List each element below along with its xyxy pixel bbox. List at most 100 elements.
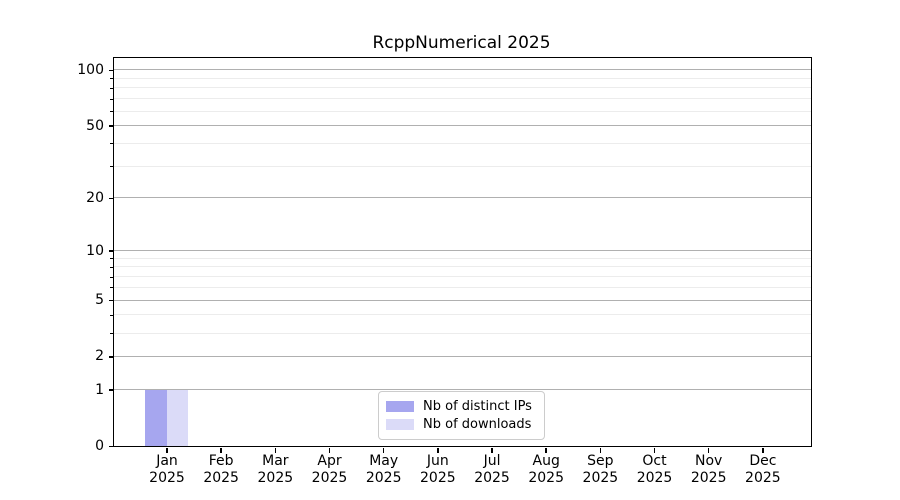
x-tick-year: 2025	[582, 470, 619, 486]
y-axis-minor-tick	[110, 166, 113, 168]
x-tick-label: Jun 2025	[406, 453, 470, 487]
x-tick-year: 2025	[149, 470, 185, 486]
x-tick-label: Aug 2025	[514, 453, 578, 487]
y-axis-minor-tick	[110, 98, 113, 100]
y-axis-minor-tick	[110, 333, 113, 335]
x-tick-month: Feb	[208, 453, 234, 469]
x-tick-label: Mar 2025	[243, 453, 307, 487]
gridline-minor	[114, 87, 811, 89]
y-axis-tick	[108, 299, 113, 302]
x-tick-label: Jan 2025	[135, 453, 199, 487]
gridline-minor	[114, 314, 811, 316]
y-tick-label: 10	[86, 242, 104, 259]
y-axis-minor-tick	[110, 287, 113, 289]
x-tick-month: Mar	[262, 453, 289, 469]
y-axis-tick	[108, 389, 113, 391]
x-tick-label: Sep 2025	[568, 453, 632, 487]
plot-area	[113, 57, 812, 447]
gridline-minor	[114, 110, 811, 112]
x-axis-tick	[328, 448, 331, 453]
gridline-major	[114, 299, 811, 301]
x-tick-month: Jun	[426, 453, 449, 469]
x-tick-year: 2025	[365, 470, 402, 486]
x-axis-tick	[382, 448, 385, 453]
x-tick-label: Jul 2025	[460, 453, 524, 487]
x-tick-year: 2025	[474, 470, 510, 486]
x-tick-month: Jan	[156, 453, 178, 469]
chart-title: RcppNumerical 2025	[372, 33, 551, 53]
x-tick-month: Dec	[749, 453, 777, 469]
x-tick-year: 2025	[311, 470, 348, 486]
x-tick-label: May 2025	[352, 453, 416, 487]
y-axis-tick	[108, 69, 113, 72]
x-axis-tick	[437, 448, 439, 453]
gridline-major	[114, 389, 811, 391]
x-axis-tick	[274, 448, 277, 453]
x-tick-year: 2025	[528, 470, 564, 486]
x-tick-label: Dec 2025	[731, 453, 795, 487]
y-axis-tick	[108, 250, 113, 252]
legend-label-downloads: Nb of downloads	[423, 417, 532, 432]
x-tick-month: Aug	[532, 453, 560, 469]
y-axis-minor-tick	[110, 78, 113, 80]
x-tick-month: May	[369, 453, 399, 469]
gridline-minor	[114, 286, 811, 288]
y-axis-minor-tick	[110, 276, 113, 278]
x-axis-tick	[545, 448, 547, 453]
y-tick-label: 2	[95, 348, 104, 365]
x-tick-month: Jul	[483, 453, 501, 469]
x-tick-label: Oct 2025	[623, 453, 687, 487]
bar-distinct-ips	[145, 389, 167, 446]
x-tick-year: 2025	[745, 470, 781, 486]
bar-downloads	[166, 389, 188, 446]
gridline-major	[114, 197, 811, 199]
x-tick-label: Nov 2025	[677, 453, 741, 487]
y-tick-label: 0	[95, 438, 104, 454]
gridline-minor	[114, 98, 811, 100]
gridline-minor	[114, 77, 811, 79]
gridline-minor	[114, 142, 811, 144]
y-axis-minor-tick	[110, 266, 113, 268]
legend-label-distinct-ips: Nb of distinct IPs	[423, 399, 532, 414]
x-tick-label: Apr 2025	[298, 453, 362, 487]
x-tick-year: 2025	[420, 470, 456, 486]
x-axis-tick	[599, 448, 602, 453]
y-tick-label: 100	[77, 61, 104, 78]
legend-item-distinct-ips: Nb of distinct IPs	[386, 398, 536, 415]
x-tick-year: 2025	[636, 470, 673, 486]
x-axis-tick	[762, 448, 764, 453]
y-axis-tick	[108, 197, 113, 200]
x-axis-tick	[653, 448, 656, 453]
x-tick-month: Sep	[587, 453, 614, 469]
gridline-minor	[114, 165, 811, 167]
x-axis-tick	[491, 448, 493, 453]
legend-swatch-downloads	[386, 419, 414, 430]
gridline-major	[114, 69, 811, 71]
y-axis-minor-tick	[110, 258, 113, 260]
gridline-major	[114, 355, 811, 357]
x-tick-label: Feb 2025	[189, 453, 253, 487]
y-axis-minor-tick	[110, 87, 113, 89]
x-tick-year: 2025	[257, 470, 294, 486]
x-axis-tick	[220, 448, 222, 453]
x-tick-month: Oct	[642, 453, 667, 469]
y-tick-label: 1	[95, 381, 104, 398]
gridline-minor	[114, 276, 811, 278]
legend-item-downloads: Nb of downloads	[386, 416, 536, 433]
x-tick-year: 2025	[690, 470, 727, 486]
x-axis-tick	[166, 448, 168, 453]
gridline-major	[114, 125, 811, 127]
gridline-minor	[114, 266, 811, 268]
y-axis-tick	[108, 356, 113, 358]
x-tick-month: Nov	[695, 453, 723, 469]
y-axis-tick	[108, 125, 113, 127]
y-axis-tick	[108, 445, 113, 448]
y-axis-minor-tick	[110, 314, 113, 316]
y-tick-label: 5	[95, 292, 104, 309]
gridline-minor	[114, 257, 811, 259]
y-axis-minor-tick	[110, 111, 113, 113]
y-axis-minor-tick	[110, 143, 113, 145]
x-axis-tick	[707, 448, 710, 453]
legend: Nb of distinct IPs Nb of downloads	[378, 391, 545, 440]
